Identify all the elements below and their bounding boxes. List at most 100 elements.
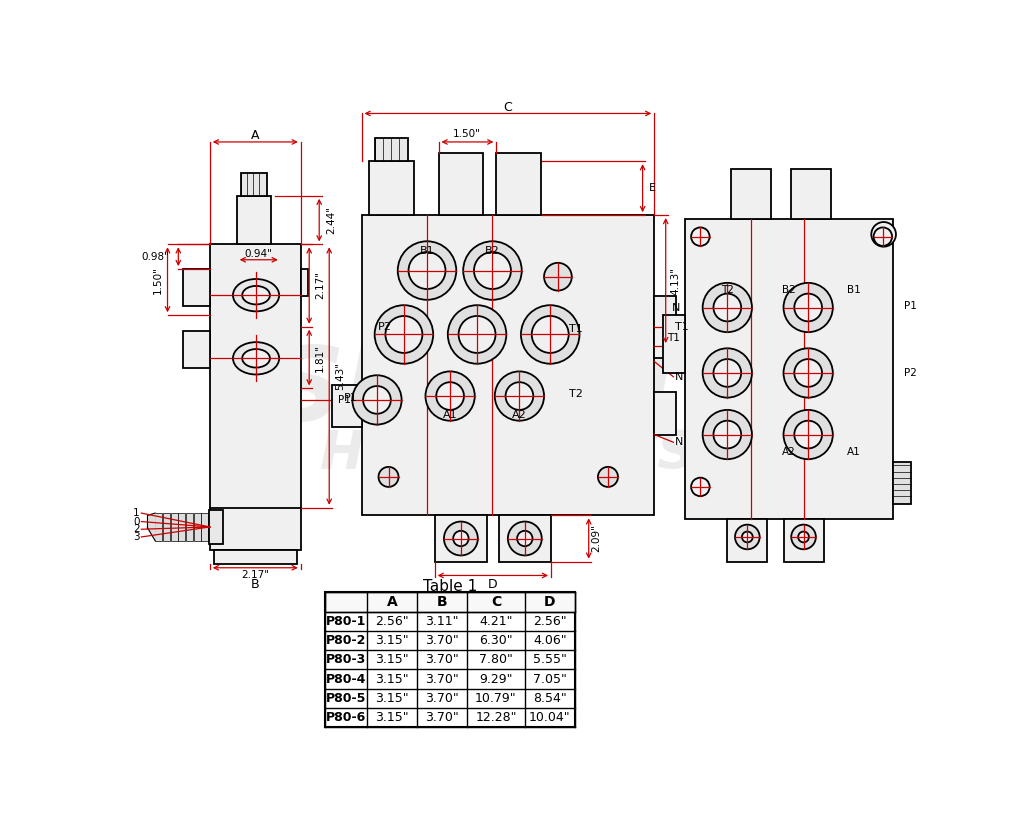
- Bar: [186, 513, 193, 541]
- Text: N: N: [672, 302, 680, 313]
- Bar: [325, 593, 574, 612]
- Text: 4.21": 4.21": [479, 615, 513, 627]
- Text: 3.70": 3.70": [425, 653, 459, 666]
- Circle shape: [714, 421, 741, 448]
- Text: 5.43": 5.43": [335, 362, 345, 390]
- Bar: [654, 296, 676, 358]
- Bar: [183, 330, 210, 368]
- Text: 0.94": 0.94": [245, 249, 272, 259]
- Text: HYDRAULICS: HYDRAULICS: [319, 427, 696, 480]
- Text: A: A: [387, 595, 397, 609]
- Ellipse shape: [233, 279, 280, 311]
- Text: 3.15": 3.15": [375, 711, 409, 724]
- Text: B: B: [436, 595, 447, 609]
- Text: P2: P2: [378, 322, 391, 332]
- Bar: [209, 510, 223, 544]
- Circle shape: [873, 227, 892, 246]
- Text: 10.04": 10.04": [529, 711, 570, 724]
- Text: 2.09": 2.09": [592, 525, 601, 553]
- Bar: [210, 244, 301, 510]
- Bar: [685, 219, 893, 520]
- Bar: [438, 154, 483, 215]
- Bar: [497, 154, 541, 215]
- Text: 3.70": 3.70": [425, 691, 459, 705]
- Text: T2: T2: [569, 388, 584, 398]
- Text: A2: A2: [512, 410, 526, 420]
- Text: 10.79": 10.79": [475, 691, 517, 705]
- Text: 1.50": 1.50": [453, 129, 481, 139]
- Text: 3.15": 3.15": [375, 691, 409, 705]
- Text: 2.56": 2.56": [534, 615, 566, 627]
- Text: 1.50": 1.50": [154, 266, 163, 294]
- Circle shape: [379, 467, 398, 487]
- Text: P80-3: P80-3: [326, 653, 366, 666]
- Circle shape: [409, 252, 445, 289]
- Text: 7.80": 7.80": [479, 653, 513, 666]
- Circle shape: [425, 371, 475, 421]
- Text: B: B: [251, 579, 260, 591]
- Circle shape: [691, 478, 710, 496]
- Bar: [241, 173, 267, 196]
- Text: P1: P1: [339, 395, 351, 405]
- Circle shape: [506, 382, 534, 410]
- Bar: [202, 513, 208, 541]
- Circle shape: [531, 316, 568, 353]
- Text: 2.17": 2.17": [315, 271, 325, 299]
- Text: A1: A1: [847, 447, 860, 457]
- Bar: [792, 168, 831, 219]
- Circle shape: [783, 349, 833, 398]
- Text: 4.06": 4.06": [534, 634, 566, 647]
- Text: 3.15": 3.15": [375, 634, 409, 647]
- Circle shape: [508, 521, 542, 555]
- Text: P80-6: P80-6: [326, 711, 366, 724]
- Text: 5.55": 5.55": [532, 653, 566, 666]
- Text: P1: P1: [344, 393, 357, 403]
- Text: 2.56": 2.56": [375, 615, 409, 627]
- Circle shape: [459, 316, 496, 353]
- Bar: [376, 138, 408, 161]
- Text: Table 1: Table 1: [423, 579, 477, 593]
- Text: C: C: [504, 100, 512, 114]
- Circle shape: [463, 242, 521, 300]
- Text: T1: T1: [675, 322, 689, 332]
- Text: 12.28": 12.28": [475, 711, 517, 724]
- Text: D: D: [487, 579, 498, 591]
- Text: B2: B2: [485, 247, 500, 256]
- Text: P2: P2: [904, 368, 918, 378]
- Bar: [214, 550, 297, 564]
- Text: 4.13": 4.13": [670, 266, 680, 295]
- Circle shape: [598, 467, 617, 487]
- Circle shape: [735, 525, 760, 549]
- Text: A1: A1: [442, 410, 458, 420]
- Circle shape: [702, 349, 752, 398]
- Bar: [731, 168, 771, 219]
- Text: B1: B1: [420, 247, 434, 256]
- Bar: [163, 513, 170, 541]
- Circle shape: [702, 410, 752, 459]
- Text: N: N: [675, 437, 683, 447]
- Text: T1: T1: [569, 324, 584, 334]
- Circle shape: [795, 359, 822, 387]
- Text: N: N: [675, 372, 683, 382]
- Circle shape: [792, 525, 816, 549]
- Bar: [361, 215, 654, 515]
- Text: B1: B1: [847, 285, 860, 295]
- Text: 1: 1: [133, 508, 140, 518]
- Circle shape: [495, 371, 544, 421]
- Bar: [435, 515, 487, 562]
- Text: A: A: [251, 129, 259, 142]
- Bar: [237, 196, 270, 244]
- Text: 6.30": 6.30": [479, 634, 513, 647]
- Circle shape: [517, 531, 532, 546]
- Text: E: E: [649, 183, 655, 193]
- Circle shape: [783, 283, 833, 332]
- Text: P80-2: P80-2: [326, 634, 366, 647]
- Bar: [183, 269, 210, 306]
- Circle shape: [795, 421, 822, 448]
- Bar: [333, 384, 361, 427]
- Text: 3: 3: [133, 532, 140, 542]
- Text: D: D: [544, 595, 556, 609]
- Bar: [654, 393, 676, 435]
- Text: P80-5: P80-5: [326, 691, 366, 705]
- Text: 2.44": 2.44": [326, 207, 336, 235]
